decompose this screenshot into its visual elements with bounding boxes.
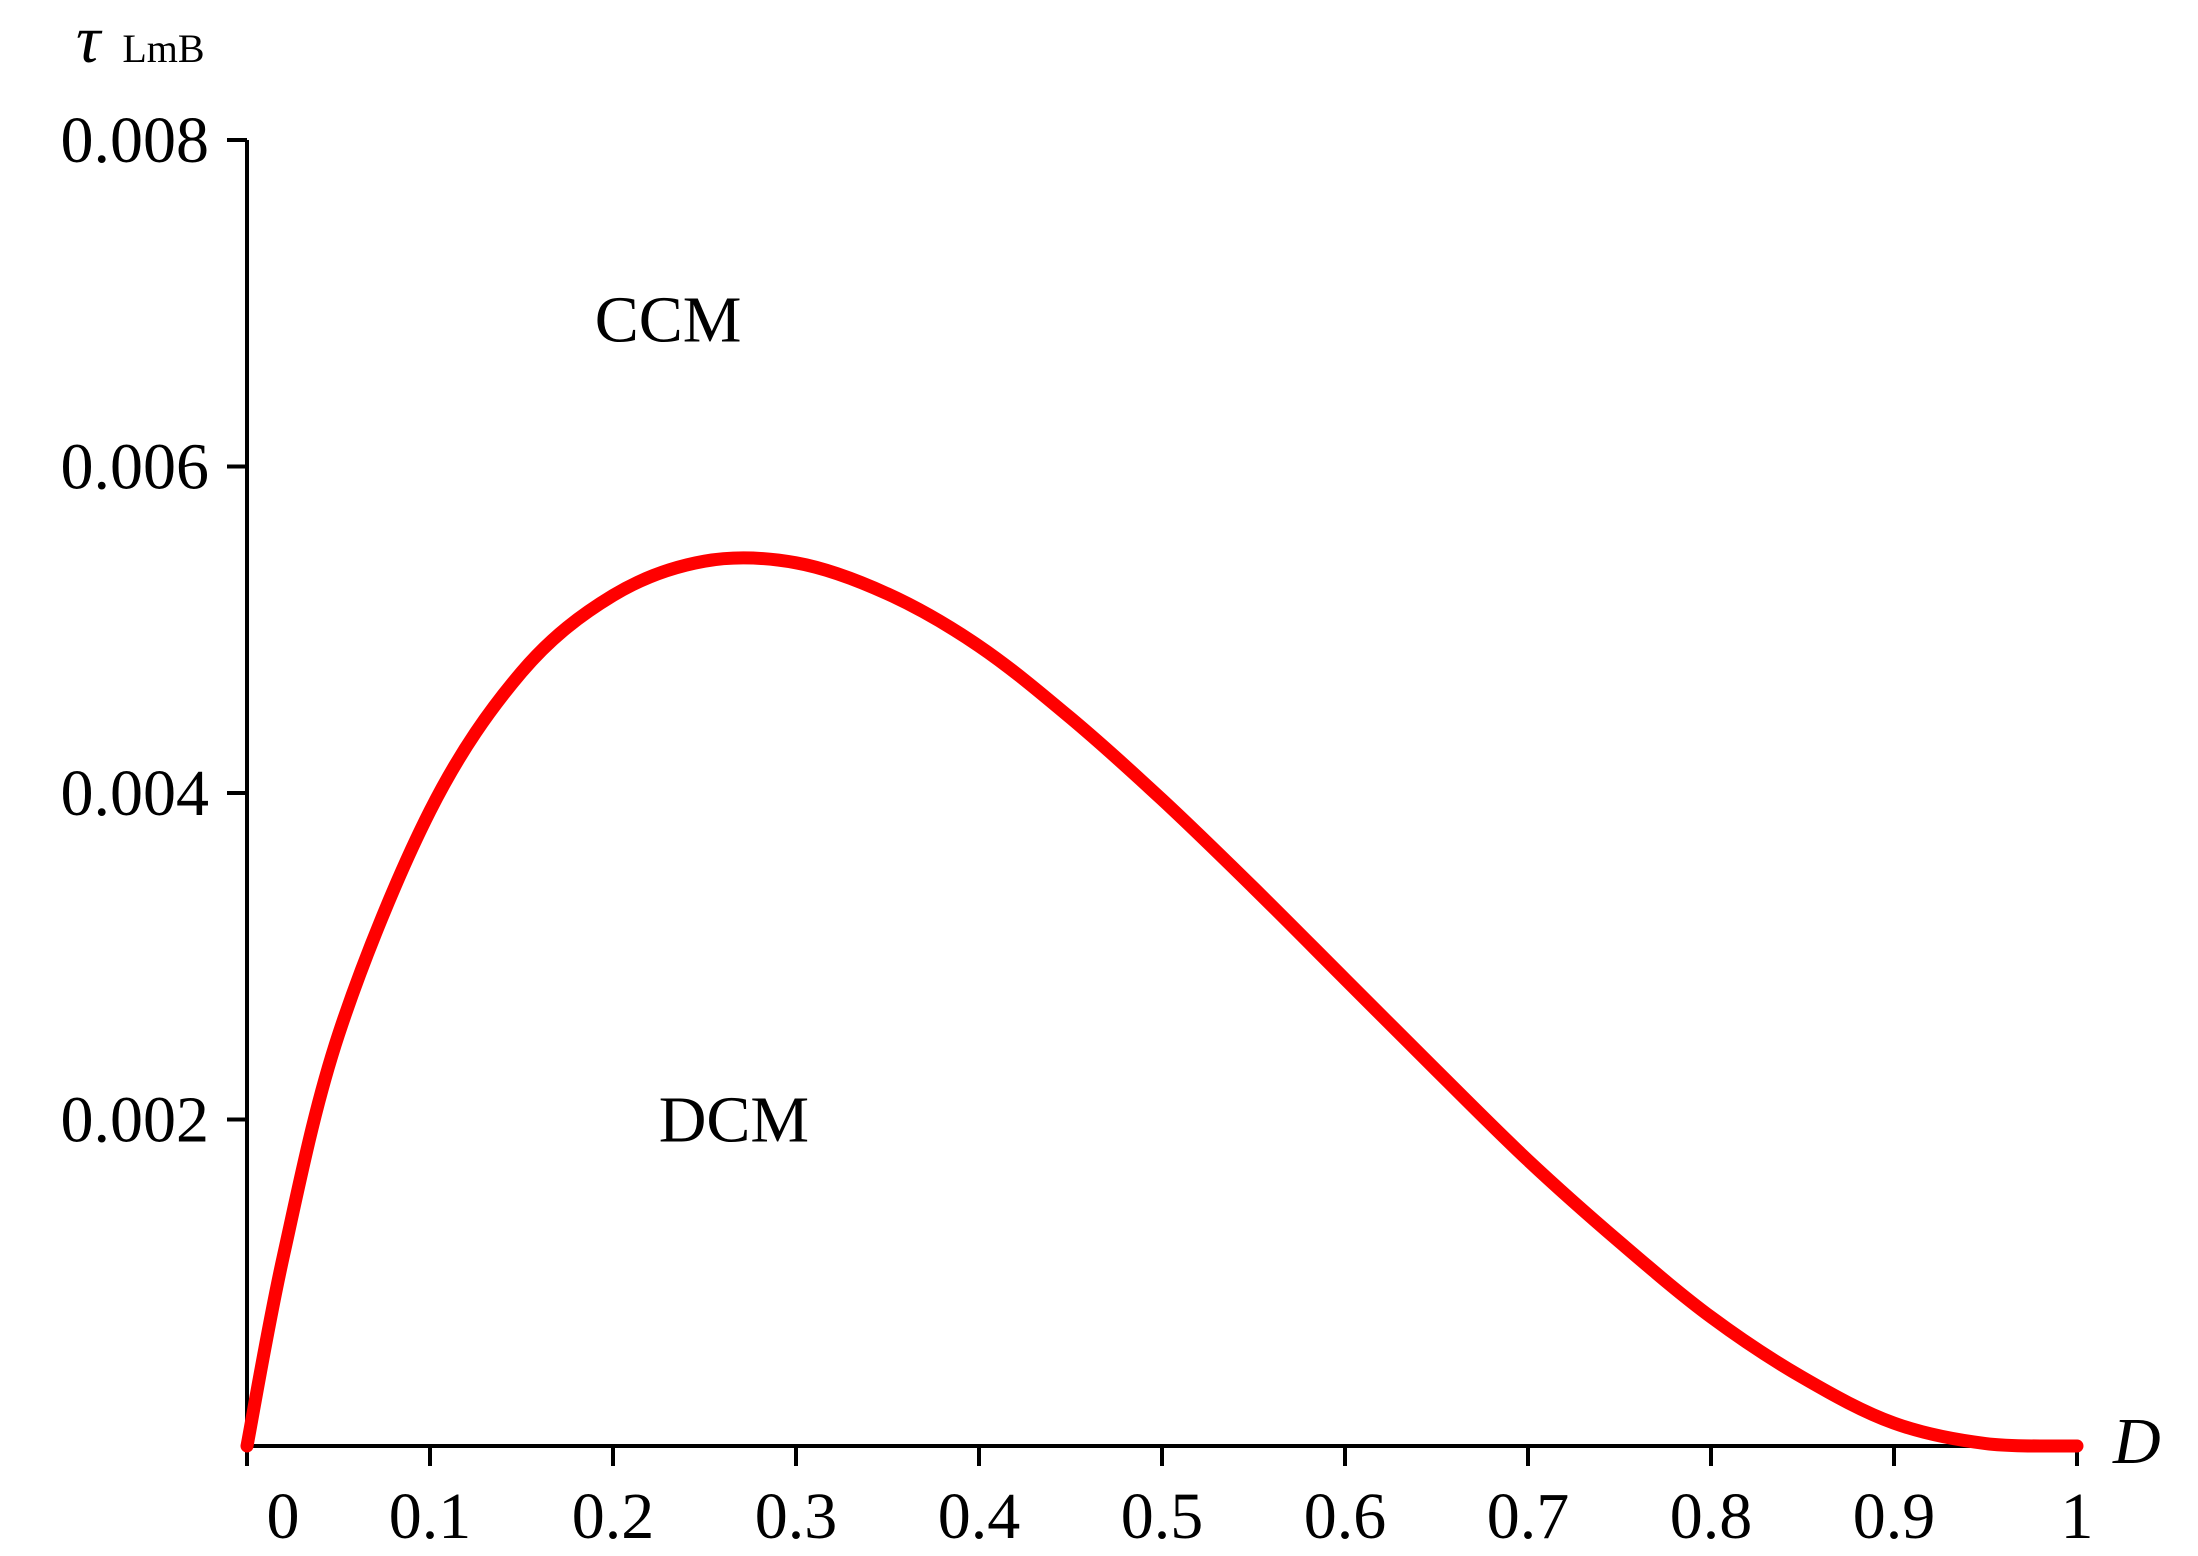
y-tick-label: 0.002 xyxy=(61,1084,210,1157)
x-tick-label: 0.2 xyxy=(572,1480,655,1553)
region-label-dcm: DCM xyxy=(659,1084,809,1157)
x-tick-label: 0.7 xyxy=(1487,1480,1570,1553)
x-tick-label: 0.8 xyxy=(1670,1480,1753,1553)
y-ticks: 0.002 0.004 0.006 0.008 xyxy=(61,104,247,1157)
y-axis-symbol: τ xyxy=(76,1,103,77)
y-tick-label: 0.004 xyxy=(61,757,210,830)
y-axis-title: τ LmB xyxy=(76,1,205,77)
x-tick-label: 0.3 xyxy=(755,1480,838,1553)
x-tick-label: 0.5 xyxy=(1121,1480,1204,1553)
series-line xyxy=(240,551,2084,1453)
x-axis-title: D xyxy=(2112,1405,2161,1478)
x-tick-label: 1 xyxy=(2061,1480,2094,1553)
x-tick-label: 0.4 xyxy=(938,1480,1021,1553)
y-tick-label: 0.006 xyxy=(61,431,210,504)
x-tick-label: 0 xyxy=(267,1480,300,1553)
x-tick-label: 0.9 xyxy=(1853,1480,1936,1553)
x-tick-label: 0.1 xyxy=(389,1480,472,1553)
series-layer xyxy=(240,551,2084,1453)
annotation-layer: CCM DCM xyxy=(595,284,809,1157)
y-axis-subscript: LmB xyxy=(122,26,204,71)
y-tick-label: 0.008 xyxy=(61,104,210,177)
x-ticks: 0 0.1 0.2 0.3 0.4 0.5 0.6 0.7 0.8 0.9 1 xyxy=(245,1446,2094,1553)
region-label-ccm: CCM xyxy=(595,284,742,357)
x-tick-label: 0.6 xyxy=(1304,1480,1387,1553)
